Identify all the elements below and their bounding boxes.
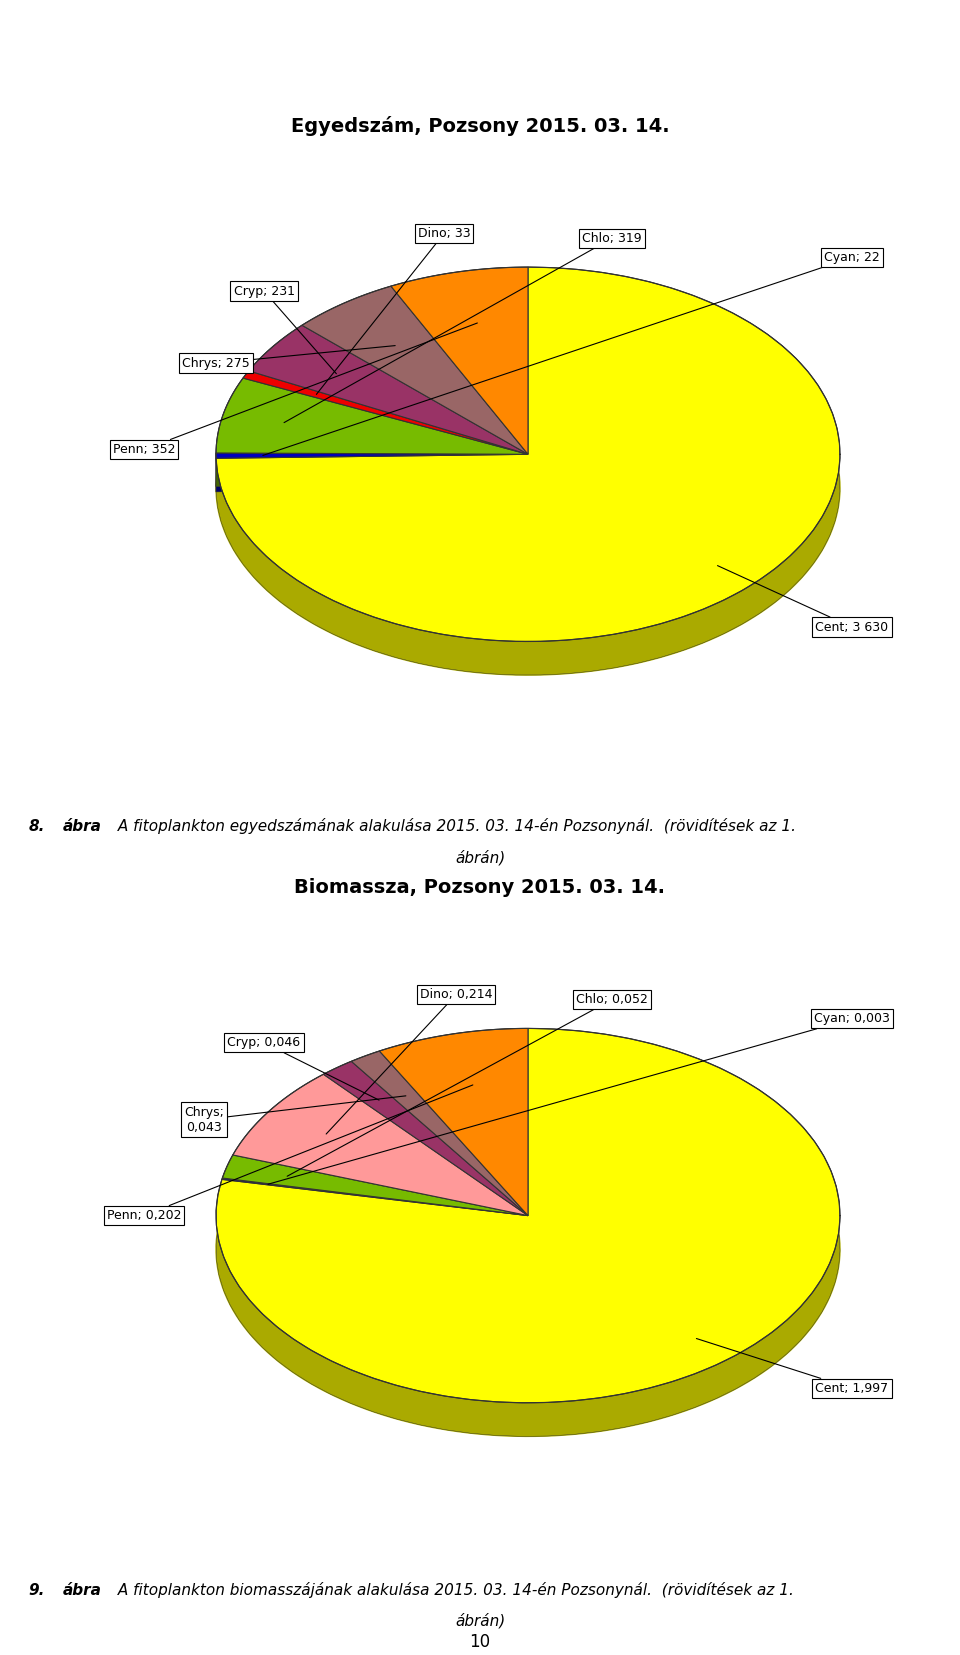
Text: Dino; 33: Dino; 33 <box>317 227 470 394</box>
Polygon shape <box>223 1155 233 1211</box>
Polygon shape <box>243 377 528 488</box>
Polygon shape <box>243 371 528 455</box>
Polygon shape <box>222 1178 528 1216</box>
Polygon shape <box>302 326 528 488</box>
Polygon shape <box>379 1051 528 1250</box>
Text: Penn; 0,202: Penn; 0,202 <box>107 1086 473 1221</box>
Polygon shape <box>216 266 840 642</box>
Polygon shape <box>222 1180 528 1250</box>
Polygon shape <box>391 286 528 488</box>
Polygon shape <box>243 377 528 488</box>
Polygon shape <box>351 1051 528 1216</box>
Polygon shape <box>223 1155 528 1216</box>
Polygon shape <box>216 266 840 675</box>
Text: Chrys; 275: Chrys; 275 <box>182 346 396 369</box>
Text: Penn; 352: Penn; 352 <box>112 323 477 457</box>
Polygon shape <box>379 1028 528 1216</box>
Polygon shape <box>216 377 243 487</box>
Text: 9.: 9. <box>29 1584 45 1599</box>
Polygon shape <box>302 286 391 359</box>
Text: A fitoplankton biomasszájának alakulása 2015. 03. 14-én Pozsonynál.  (rövidítése: A fitoplankton biomasszájának alakulása … <box>113 1582 794 1599</box>
Polygon shape <box>324 1074 528 1250</box>
Polygon shape <box>216 1028 840 1403</box>
Text: 8.: 8. <box>29 819 45 834</box>
Text: ábrán): ábrán) <box>455 1612 505 1629</box>
Text: Cyan; 0,003: Cyan; 0,003 <box>268 1013 890 1185</box>
Polygon shape <box>223 1178 528 1250</box>
Polygon shape <box>391 266 528 319</box>
Polygon shape <box>249 371 528 488</box>
Polygon shape <box>379 1028 528 1084</box>
Polygon shape <box>233 1155 528 1250</box>
Polygon shape <box>216 301 840 675</box>
Text: ábra: ábra <box>62 1584 101 1599</box>
Title: Egyedszám, Pozsony 2015. 03. 14.: Egyedszám, Pozsony 2015. 03. 14. <box>291 116 669 136</box>
Polygon shape <box>324 1061 528 1216</box>
Text: Cryp; 231: Cryp; 231 <box>233 285 336 374</box>
Text: A fitoplankton egyedszámának alakulása 2015. 03. 14-én Pozsonynál.  (rövidítések: A fitoplankton egyedszámának alakulása 2… <box>113 818 796 834</box>
Text: Cent; 3 630: Cent; 3 630 <box>717 566 889 634</box>
Polygon shape <box>351 1051 379 1096</box>
Polygon shape <box>216 453 528 488</box>
Text: Chlo; 319: Chlo; 319 <box>284 232 642 422</box>
Polygon shape <box>249 326 302 404</box>
Polygon shape <box>216 453 528 458</box>
Text: Dino; 0,214: Dino; 0,214 <box>326 988 492 1134</box>
Polygon shape <box>324 1074 528 1250</box>
Polygon shape <box>216 455 528 492</box>
Polygon shape <box>216 377 528 455</box>
Polygon shape <box>302 286 528 455</box>
Polygon shape <box>216 455 528 492</box>
Text: Cent; 1,997: Cent; 1,997 <box>696 1339 889 1395</box>
Text: 10: 10 <box>469 1633 491 1650</box>
Polygon shape <box>222 1180 528 1250</box>
Polygon shape <box>249 371 528 488</box>
Polygon shape <box>233 1074 324 1188</box>
Text: Cyan; 22: Cyan; 22 <box>263 252 880 455</box>
Polygon shape <box>351 1061 528 1250</box>
Polygon shape <box>324 1061 351 1107</box>
Polygon shape <box>249 326 528 455</box>
Polygon shape <box>243 371 249 412</box>
Polygon shape <box>379 1051 528 1250</box>
Polygon shape <box>351 1061 528 1250</box>
Text: Chrys;
0,043: Chrys; 0,043 <box>184 1096 406 1134</box>
Title: Biomassza, Pozsony 2015. 03. 14.: Biomassza, Pozsony 2015. 03. 14. <box>295 877 665 897</box>
Text: ábra: ábra <box>62 819 101 834</box>
Text: ábrán): ábrán) <box>455 849 505 866</box>
Text: Cryp; 0,046: Cryp; 0,046 <box>228 1036 379 1101</box>
Polygon shape <box>391 266 528 455</box>
Polygon shape <box>302 326 528 488</box>
Text: Chlo; 0,052: Chlo; 0,052 <box>287 993 648 1177</box>
Polygon shape <box>233 1074 528 1216</box>
Polygon shape <box>223 1178 528 1250</box>
Polygon shape <box>391 286 528 488</box>
Polygon shape <box>216 1063 840 1437</box>
Polygon shape <box>233 1155 528 1250</box>
Polygon shape <box>216 453 528 488</box>
Polygon shape <box>216 1028 840 1437</box>
